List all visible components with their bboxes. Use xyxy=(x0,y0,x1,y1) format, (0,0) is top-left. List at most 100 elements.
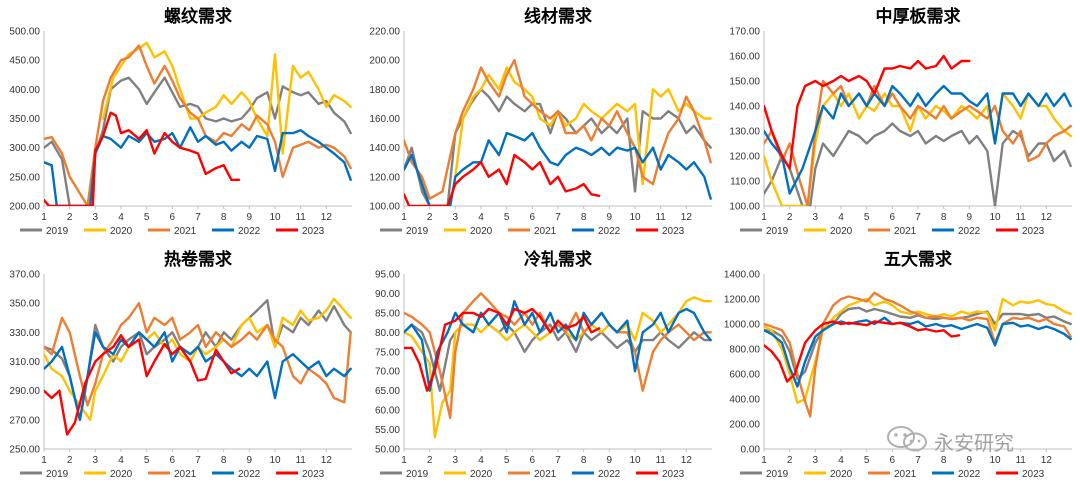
y-tick-label: 170.00 xyxy=(729,27,760,38)
x-tick-label: 10 xyxy=(269,212,281,223)
legend-label: 2023 xyxy=(1022,469,1045,480)
series-line-2023 xyxy=(764,54,971,170)
x-tick-label: 8 xyxy=(581,455,587,466)
y-tick-label: 1200.00 xyxy=(724,295,761,306)
y-tick-label: 350.00 xyxy=(9,299,40,310)
series-line-2019 xyxy=(44,76,352,206)
x-tick-label: 9 xyxy=(607,455,613,466)
x-tick-label: 9 xyxy=(607,212,613,223)
chart-panel: 线材需求 100.00 120.00 140.00 160.00 180.00 200.00… xyxy=(360,0,720,243)
series-line-2022 xyxy=(764,316,1072,388)
x-tick-label: 3 xyxy=(453,212,459,223)
y-tick-label: 50.00 xyxy=(375,445,400,456)
x-tick-label: 1 xyxy=(41,455,47,466)
x-tick-label: 3 xyxy=(453,455,459,466)
series-line-2020 xyxy=(764,92,1072,206)
series-line-2021 xyxy=(44,302,352,407)
y-tick-label: 85.00 xyxy=(375,308,400,319)
chart-panel: 中厚板需求 100.00 110.00 120.00 130.00 140.00 150.0… xyxy=(720,0,1080,243)
series-line-2020 xyxy=(101,41,352,155)
legend-label: 2019 xyxy=(766,226,789,237)
y-tick-label: 270.00 xyxy=(9,415,40,426)
legend-label: 2021 xyxy=(534,226,557,237)
series-line-2023 xyxy=(44,334,241,436)
y-tick-label: 200.00 xyxy=(9,202,40,213)
y-tick-label: 250.00 xyxy=(9,172,40,183)
y-tick-label: 120.00 xyxy=(729,152,760,163)
watermark-text: 永安研究 xyxy=(934,431,1014,455)
x-tick-label: 5 xyxy=(504,212,510,223)
chart-panel: 五大需求 0.00 200.00 400.00 600.00 800.00 1000.00 1… xyxy=(720,243,1080,486)
legend-label: 2020 xyxy=(470,469,493,480)
x-tick-label: 7 xyxy=(555,455,561,466)
series-line-2022 xyxy=(404,131,712,206)
x-tick-label: 9 xyxy=(247,455,253,466)
x-tick-label: 5 xyxy=(144,455,150,466)
x-tick-label: 2 xyxy=(427,455,433,466)
y-tick-label: 90.00 xyxy=(375,289,400,300)
x-tick-label: 12 xyxy=(321,212,333,223)
y-tick-label: 150.00 xyxy=(729,77,760,88)
series-line-2021 xyxy=(764,291,1072,418)
y-tick-label: 500.00 xyxy=(9,27,40,38)
y-tick-label: 60.00 xyxy=(375,406,400,417)
y-tick-label: 400.00 xyxy=(729,395,760,406)
legend-label: 2020 xyxy=(470,226,493,237)
legend-label: 2019 xyxy=(766,469,789,480)
legend-label: 2023 xyxy=(1022,226,1045,237)
x-tick-label: 5 xyxy=(864,212,870,223)
legend-label: 2022 xyxy=(598,469,621,480)
chart-svg: 冷轧需求 50.00 55.00 60.00 65.00 70.00 75.00 80.00 8… xyxy=(375,249,712,480)
x-tick-label: 4 xyxy=(838,455,844,466)
x-tick-label: 6 xyxy=(530,212,536,223)
x-tick-label: 12 xyxy=(681,212,693,223)
legend-label: 2021 xyxy=(894,469,917,480)
legend-label: 2019 xyxy=(46,469,69,480)
x-tick-label: 11 xyxy=(655,455,666,466)
legend-label: 2019 xyxy=(406,226,429,237)
x-tick-label: 3 xyxy=(93,455,99,466)
x-tick-label: 10 xyxy=(989,455,1001,466)
y-tick-label: 140.00 xyxy=(369,143,400,154)
x-tick-label: 2 xyxy=(67,455,73,466)
y-tick-label: 70.00 xyxy=(375,367,400,378)
x-tick-label: 12 xyxy=(1041,455,1053,466)
x-tick-label: 10 xyxy=(989,212,1001,223)
x-tick-label: 1 xyxy=(41,212,47,223)
x-tick-label: 11 xyxy=(655,212,666,223)
series-line-2021 xyxy=(404,292,712,420)
legend-label: 2020 xyxy=(110,226,133,237)
legend-label: 2019 xyxy=(406,469,429,480)
y-tick-label: 160.00 xyxy=(729,52,760,63)
x-tick-label: 11 xyxy=(295,212,306,223)
x-tick-label: 7 xyxy=(195,212,201,223)
x-tick-label: 7 xyxy=(915,455,921,466)
y-tick-label: 450.00 xyxy=(9,56,40,67)
chart-title: 热卷需求 xyxy=(164,249,232,270)
chart-title: 螺纹需求 xyxy=(164,6,232,27)
y-tick-label: 250.00 xyxy=(9,445,40,456)
x-tick-label: 3 xyxy=(813,212,819,223)
series-line-2022 xyxy=(44,126,352,206)
legend-label: 2021 xyxy=(174,469,197,480)
y-tick-label: 0.00 xyxy=(741,445,761,456)
series-line-2020 xyxy=(454,66,712,186)
series-line-2023 xyxy=(44,111,241,206)
y-tick-label: 180.00 xyxy=(369,85,400,96)
x-tick-label: 1 xyxy=(761,212,767,223)
x-tick-label: 4 xyxy=(478,212,484,223)
x-tick-label: 3 xyxy=(93,212,99,223)
series-line-2023 xyxy=(404,153,601,206)
legend-label: 2021 xyxy=(894,226,917,237)
x-tick-label: 1 xyxy=(401,455,407,466)
y-tick-label: 290.00 xyxy=(9,386,40,397)
series-line-2022 xyxy=(764,84,1072,195)
x-tick-label: 5 xyxy=(864,455,870,466)
y-tick-label: 800.00 xyxy=(729,345,760,356)
x-tick-label: 12 xyxy=(1041,212,1053,223)
x-tick-label: 9 xyxy=(247,212,253,223)
y-tick-label: 300.00 xyxy=(9,143,40,154)
x-tick-label: 10 xyxy=(269,455,281,466)
x-tick-label: 12 xyxy=(321,455,333,466)
x-tick-label: 4 xyxy=(118,455,124,466)
